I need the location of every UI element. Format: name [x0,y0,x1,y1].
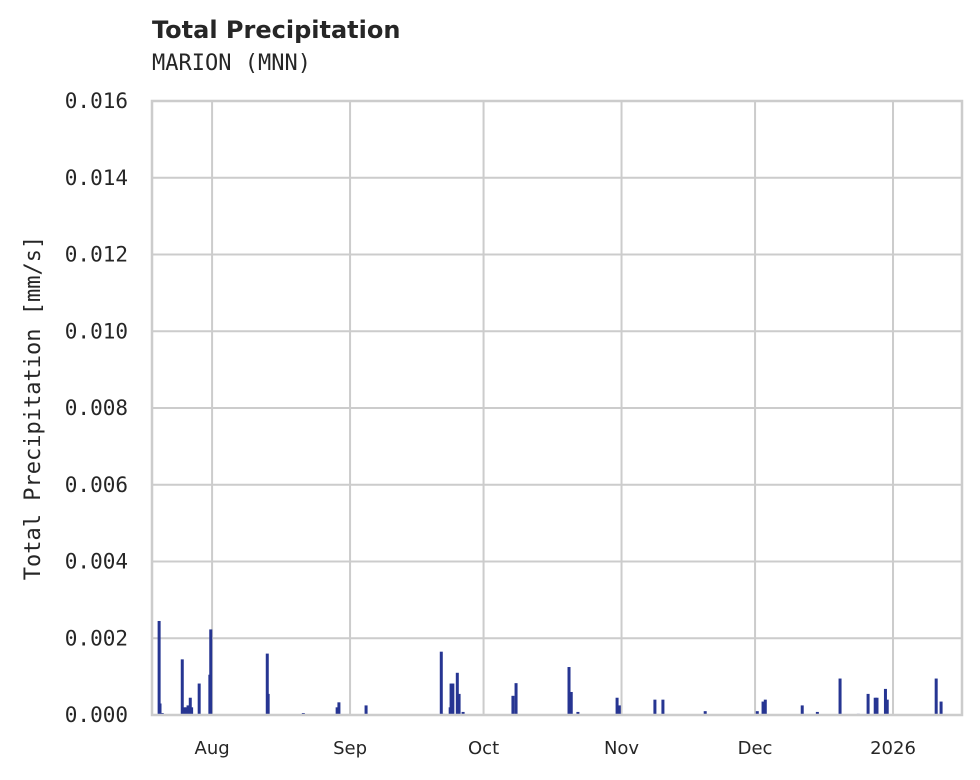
precipitation-bar [158,703,162,715]
y-tick-label: 0.016 [65,89,128,113]
precipitation-bar [511,695,515,715]
precipitation-bar [265,653,269,715]
y-axis-label: Total Precipitation [mm/s] [21,236,46,580]
precipitation-bar [838,678,842,715]
chart-subtitle: MARION (MNN) [152,51,311,76]
precipitation-bar [815,711,819,715]
x-tick-label: Aug [195,738,230,759]
precipitation-bar [455,672,459,715]
precipitation-bar [800,705,804,715]
precipitation-bar [209,629,213,715]
precipitation-bar [439,651,443,715]
precipitation-bar [266,693,270,715]
precipitation-bar [939,701,943,715]
grid-lines [152,100,962,716]
x-tick-label: Dec [738,738,773,759]
precipitation-bar [461,711,465,715]
x-tick-label: Oct [468,738,499,759]
precipitation-bar [197,683,201,715]
plot-frame [150,99,964,717]
y-axis-ticks: 0.000 0.002 0.004 0.006 0.008 0.010 0.012 0.014… [65,89,128,727]
precipitation-bar [617,705,621,715]
precipitation-bar [180,659,184,715]
chart-title: Total Precipitation [152,16,401,44]
y-tick-label: 0.012 [65,243,128,267]
precipitation-bar [188,697,192,715]
precipitation-bar [186,705,190,715]
precipitation-bar [883,688,887,715]
y-tick-label: 0.014 [65,166,128,190]
precipitation-bar [653,699,657,715]
precipitation-bar [615,697,619,715]
precipitation-bar [182,707,186,715]
precipitation-bar [866,693,870,715]
precipitation-bar [569,691,573,715]
precipitation-bars [157,620,943,716]
precipitation-bar [337,702,341,715]
y-tick-label: 0.004 [65,550,128,574]
precipitation-bar [885,699,889,715]
x-tick-label: 2026 [870,738,916,759]
precipitation-bar [364,705,368,715]
precipitation-bar [335,707,339,715]
precipitation-bar [449,683,453,715]
y-tick-label: 0.008 [65,396,128,420]
precipitation-bar [763,699,767,715]
precipitation-bar [567,667,571,715]
precipitation-bar [661,699,665,715]
y-tick-label: 0.002 [65,626,128,650]
precipitation-bar [451,683,455,715]
y-tick-label: 0.006 [65,473,128,497]
precipitation-bar [190,707,194,715]
x-axis-ticks: Aug Sep Oct Nov Dec 2026 [195,738,916,759]
precipitation-bar [184,707,188,715]
precipitation-bar [755,711,759,715]
precipitation-bar [873,697,877,715]
precipitation-bar [576,711,580,715]
precipitation-bar [514,683,518,715]
y-tick-label: 0.010 [65,319,128,343]
precipitation-bar [761,701,765,715]
x-tick-label: Nov [604,738,639,759]
precipitation-bar [457,693,461,715]
y-tick-label: 0.000 [65,703,128,727]
precipitation-bar [157,620,161,715]
precipitation-bar [934,678,938,715]
x-tick-label: Sep [333,738,367,759]
precipitation-bar [703,711,707,715]
precipitation-bar [875,697,879,715]
